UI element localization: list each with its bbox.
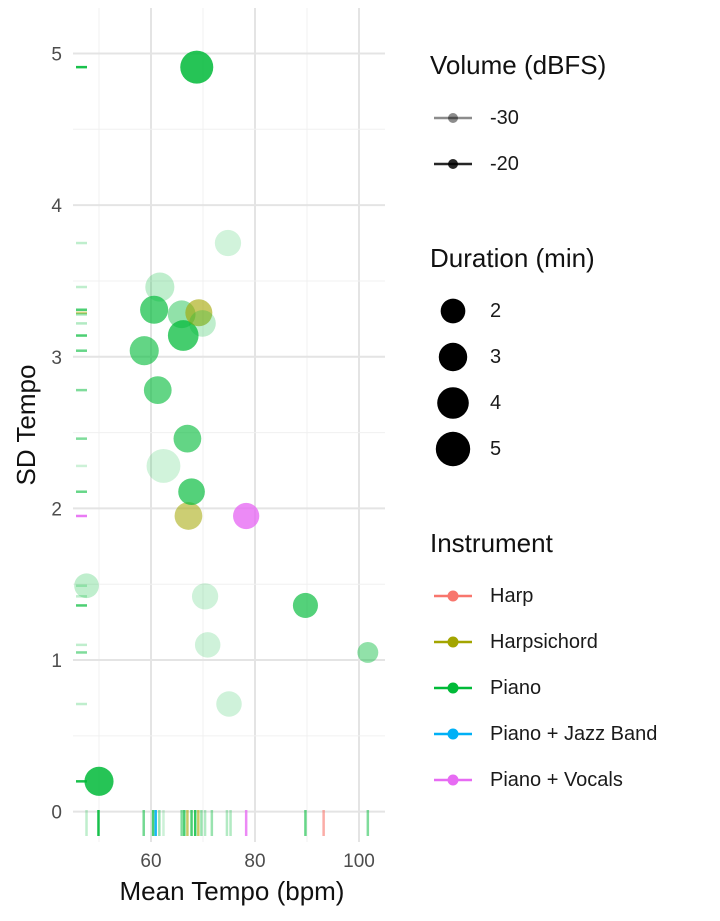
data-point xyxy=(194,632,221,658)
data-point xyxy=(233,502,260,530)
data-point xyxy=(178,478,205,506)
duration-key-glyph xyxy=(437,387,469,419)
duration-legend-item: 2 xyxy=(430,288,595,334)
y-tick-label: 2 xyxy=(51,499,62,520)
duration-legend-item: 4 xyxy=(430,380,595,426)
data-points xyxy=(74,50,379,796)
data-point xyxy=(189,310,216,337)
instrument-legend: Instrument Harp Harpsichord Piano Piano + J… xyxy=(430,528,657,803)
data-point xyxy=(146,449,181,483)
instrument-legend-label: Piano + Vocals xyxy=(490,768,623,791)
volume-legend-item: -20 xyxy=(430,141,606,187)
instrument-legend-label: Piano xyxy=(490,676,542,699)
duration-key xyxy=(430,288,476,334)
instrument-key-glyph xyxy=(434,636,472,648)
duration-legend-label: 4 xyxy=(490,391,502,414)
duration-legend-label: 3 xyxy=(490,345,502,368)
data-point xyxy=(180,50,214,84)
volume-key xyxy=(430,95,476,141)
x-tick-label: 100 xyxy=(343,851,375,872)
instrument-key-glyph xyxy=(434,774,472,786)
instrument-key xyxy=(430,619,476,665)
data-point xyxy=(143,376,172,404)
data-point xyxy=(292,592,318,618)
data-point xyxy=(84,766,114,796)
duration-legend-label: 5 xyxy=(490,437,502,460)
data-point xyxy=(74,573,99,599)
instrument-key-glyph xyxy=(434,682,472,694)
data-point xyxy=(140,295,169,324)
instrument-legend-label: Harpsichord xyxy=(490,630,598,653)
duration-legend-title: Duration (min) xyxy=(430,243,595,273)
instrument-key xyxy=(430,711,476,757)
y-tick-label: 1 xyxy=(51,651,62,672)
data-point xyxy=(185,299,213,327)
instrument-legend-item: Piano xyxy=(430,665,657,711)
duration-legend: Duration (min) 2 3 4 5 xyxy=(430,243,595,472)
instrument-key xyxy=(430,757,476,803)
instrument-legend-label: Piano + Jazz Band xyxy=(490,722,658,745)
y-tick-label: 3 xyxy=(51,348,62,369)
volume-legend-label: -30 xyxy=(490,106,519,129)
volume-legend-title: Volume (dBFS) xyxy=(430,50,607,80)
instrument-legend-label: Harp xyxy=(490,584,534,607)
duration-key-glyph xyxy=(435,431,471,467)
axis-tick-labels: 60 80 100 0 1 2 3 4 5 xyxy=(51,44,374,872)
instrument-legend-item: Piano + Jazz Band xyxy=(430,711,657,757)
instrument-legend-item: Harpsichord xyxy=(430,619,657,665)
x-tick-label: 80 xyxy=(244,851,265,872)
volume-legend-item: -30 xyxy=(430,95,606,141)
duration-key xyxy=(430,380,476,426)
instrument-key-glyph xyxy=(434,728,472,740)
y-tick-label: 5 xyxy=(51,44,62,65)
x-axis-label: Mean Tempo (bpm) xyxy=(120,876,345,906)
duration-legend-item: 5 xyxy=(430,426,595,472)
data-point xyxy=(357,641,379,663)
y-tick-label: 0 xyxy=(51,803,62,824)
duration-key-glyph xyxy=(440,298,466,324)
rug-marks xyxy=(76,65,370,836)
scatter-plot: 60 80 100 0 1 2 3 4 5 Mean Tempo (bpm) SD Tempo xyxy=(11,8,385,906)
instrument-legend-item: Harp xyxy=(430,573,657,619)
instrument-key xyxy=(430,573,476,619)
duration-legend-item: 3 xyxy=(430,334,595,380)
data-point xyxy=(167,320,199,351)
data-point xyxy=(174,502,203,530)
grid-lines xyxy=(73,8,385,842)
data-point xyxy=(191,583,219,610)
volume-key xyxy=(430,141,476,187)
duration-legend-label: 2 xyxy=(490,299,502,322)
data-point xyxy=(216,691,242,717)
volume-key-glyph xyxy=(434,113,472,123)
duration-key xyxy=(430,426,476,472)
duration-key-glyph xyxy=(438,342,468,372)
y-tick-label: 4 xyxy=(51,196,62,217)
data-point xyxy=(145,272,175,302)
volume-legend: Volume (dBFS) -30 -20 xyxy=(430,50,606,187)
instrument-legend-title: Instrument xyxy=(430,528,553,558)
volume-legend-label: -20 xyxy=(490,152,519,175)
instrument-key-glyph xyxy=(434,590,472,602)
instrument-legend-item: Piano + Vocals xyxy=(430,757,657,803)
instrument-key xyxy=(430,665,476,711)
data-point xyxy=(214,229,242,257)
data-point xyxy=(129,336,159,366)
volume-key-glyph xyxy=(434,159,472,169)
duration-key xyxy=(430,334,476,380)
data-point xyxy=(173,424,202,453)
x-tick-label: 60 xyxy=(140,851,161,872)
y-axis-label: SD Tempo xyxy=(11,365,41,486)
